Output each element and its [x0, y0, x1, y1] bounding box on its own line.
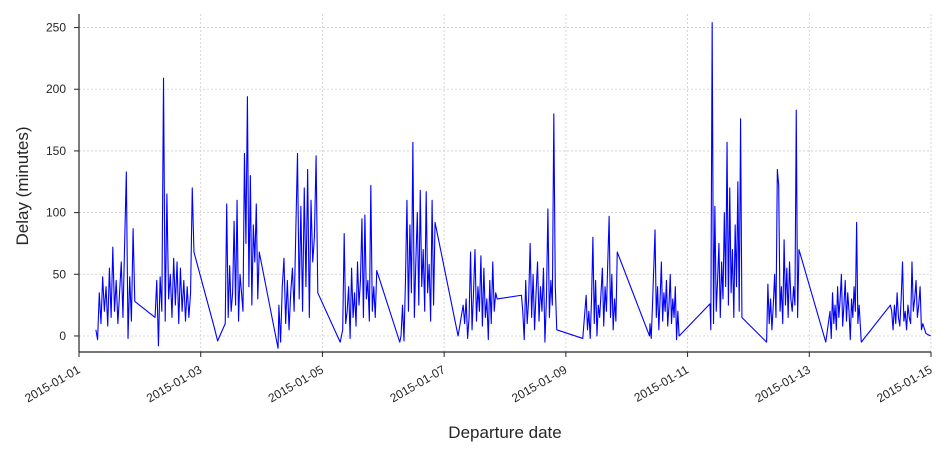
x-tick-label: 2015-01-07 [387, 362, 447, 405]
x-tick-label: 2015-01-09 [509, 362, 569, 405]
y-tick-label: 200 [46, 82, 66, 96]
y-axis-title: Delay (minutes) [13, 126, 32, 245]
x-axis-title: Departure date [448, 423, 561, 442]
x-tick-label: 2015-01-03 [144, 362, 204, 405]
data-line [95, 22, 931, 349]
y-tick-label: 100 [46, 206, 66, 220]
x-tick-label: 2015-01-11 [632, 362, 692, 405]
y-tick-label: 50 [53, 267, 67, 281]
x-tick-label: 2015-01-05 [266, 362, 326, 405]
x-tick-label: 2015-01-13 [753, 362, 813, 405]
x-tick-label: 2015-01-15 [874, 362, 934, 405]
y-tick-label: 250 [46, 21, 66, 35]
y-tick-label: 150 [46, 144, 66, 158]
x-tick-label: 2015-01-01 [22, 362, 82, 405]
y-tick-label: 0 [59, 329, 66, 343]
